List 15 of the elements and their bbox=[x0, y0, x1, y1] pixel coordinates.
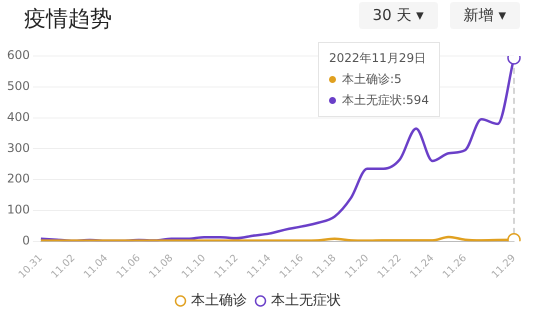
annotation: 本土无症状:594 bbox=[342, 92, 429, 109]
legend-label: 本土无症状 bbox=[271, 292, 341, 309]
y-tick-label: 200 bbox=[7, 172, 30, 186]
y-tick-label: 100 bbox=[7, 202, 30, 217]
annotation: 本土确诊:5 bbox=[342, 71, 402, 88]
y-tick-label: 500 bbox=[7, 79, 30, 94]
y-tick-label: 300 bbox=[7, 140, 30, 155]
y-tick-label: 400 bbox=[7, 110, 30, 124]
y-tick-label: 600 bbox=[7, 48, 30, 62]
chart-title: 疫情趋势 bbox=[24, 6, 112, 34]
y-tick-label: 0 bbox=[22, 233, 30, 248]
annotation: 2022年11月29日 bbox=[329, 50, 426, 67]
legend-label: 本土确诊 bbox=[191, 292, 247, 309]
text: 30 天 ▾ bbox=[358, 2, 438, 29]
text: 新增 ▾ bbox=[450, 2, 520, 29]
